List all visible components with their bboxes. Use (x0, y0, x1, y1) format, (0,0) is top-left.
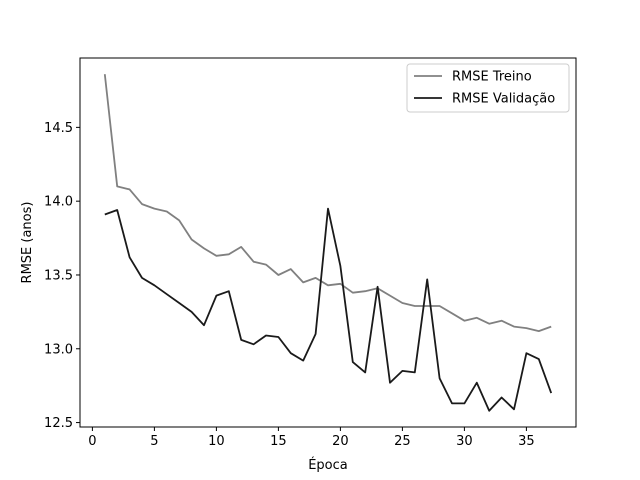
x-tick-label: 20 (332, 434, 349, 449)
y-tick-label: 14.0 (44, 195, 73, 210)
x-tick-label: 0 (88, 434, 96, 449)
x-tick-label: 30 (456, 434, 473, 449)
y-tick-label: 13.5 (44, 268, 73, 283)
x-tick-label: 10 (208, 434, 225, 449)
legend: RMSE Treino RMSE Validação (406, 63, 570, 113)
series-line (103, 74, 552, 333)
x-tick-label: 5 (150, 434, 158, 449)
x-tick-label: 15 (270, 434, 287, 449)
series-line (104, 207, 553, 412)
x-tick-label: 35 (518, 434, 535, 449)
x-tick-label: 25 (394, 434, 411, 449)
legend-box (406, 63, 570, 113)
legend-label: RMSE Validação (452, 92, 555, 107)
plot-frame (79, 57, 577, 428)
y-tick-label: 13.0 (44, 342, 73, 357)
x-axis-label: Época (308, 457, 348, 473)
y-tick-label: 14.5 (44, 121, 73, 136)
y-tick-label: 12.5 (44, 416, 73, 431)
y-axis-label: RMSE (anos) (20, 202, 35, 284)
legend-label: RMSE Treino (452, 70, 532, 85)
